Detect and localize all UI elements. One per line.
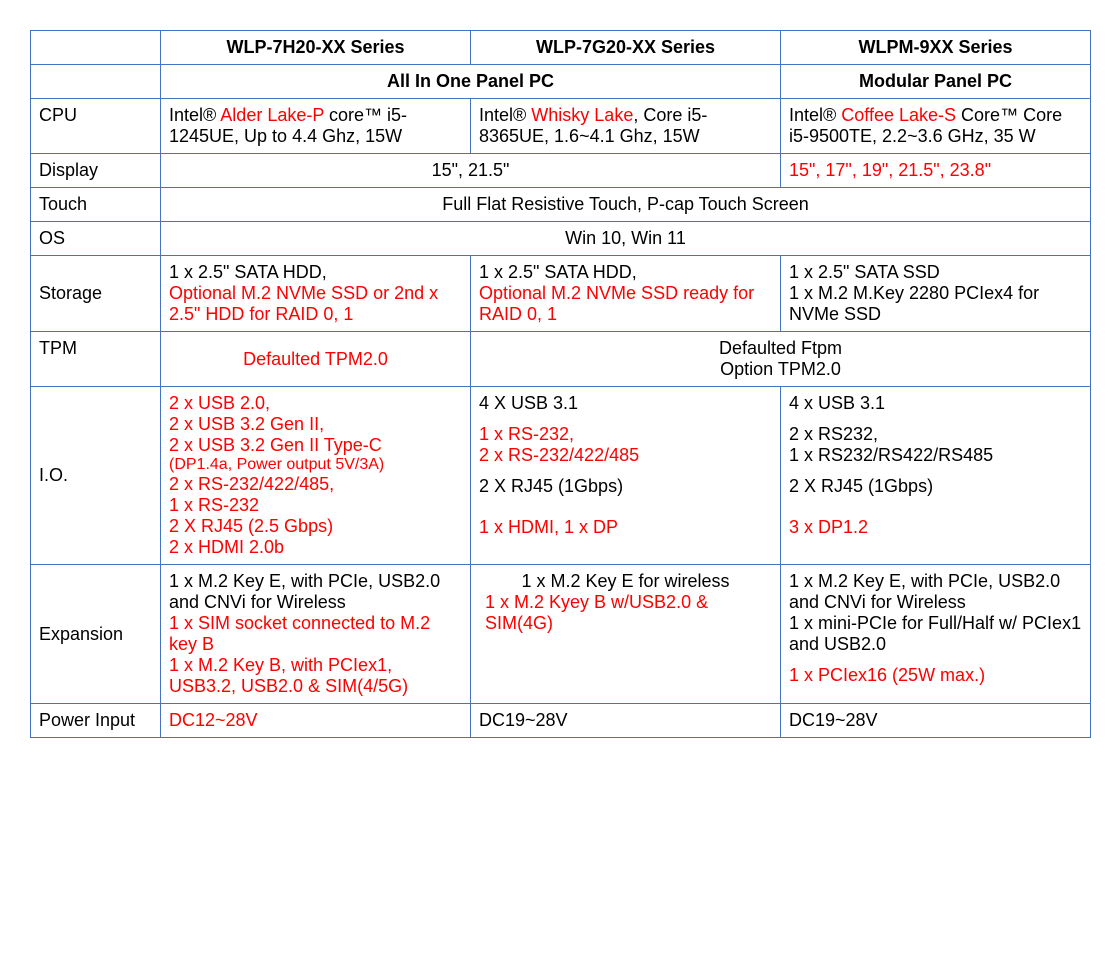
row-cpu: CPU Intel® Alder Lake-P core™ i5-1245UE,… — [31, 99, 1091, 154]
exp-label: Expansion — [31, 565, 161, 704]
power-col1: DC12~28V — [161, 704, 471, 738]
io3-l1: 4 x USB 3.1 — [789, 393, 1082, 414]
header-cat-blank — [31, 65, 161, 99]
io2-l2: 1 x RS-232, — [479, 424, 772, 445]
io3-l4: 2 X RJ45 (1Gbps) — [789, 476, 1082, 497]
header-col2: WLP-7G20-XX Series — [471, 31, 781, 65]
cpu-col1: Intel® Alder Lake-P core™ i5-1245UE, Up … — [161, 99, 471, 154]
exp1-l3: 1 x M.2 Key B, with PCIex1, USB3.2, USB2… — [169, 655, 462, 697]
io1-l2: 2 x USB 3.2 Gen II, — [169, 414, 462, 435]
row-tpm: TPM Defaulted TPM2.0 Defaulted Ftpm Opti… — [31, 332, 1091, 387]
exp-col3: 1 x M.2 Key E, with PCIe, USB2.0 and CNV… — [781, 565, 1091, 704]
header-col1: WLP-7H20-XX Series — [161, 31, 471, 65]
io1-l6: 1 x RS-232 — [169, 495, 462, 516]
display-label: Display — [31, 154, 161, 188]
io1-l3: 2 x USB 3.2 Gen II Type-C — [169, 435, 462, 456]
row-os: OS Win 10, Win 11 — [31, 222, 1091, 256]
io1-l7: 2 X RJ45 (2.5 Gbps) — [169, 516, 462, 537]
touch-val: Full Flat Resistive Touch, P-cap Touch S… — [161, 188, 1091, 222]
power-label: Power Input — [31, 704, 161, 738]
tpm-label: TPM — [31, 332, 161, 387]
header-blank — [31, 31, 161, 65]
row-storage: Storage 1 x 2.5" SATA HDD, Optional M.2 … — [31, 256, 1091, 332]
io-col3: 4 x USB 3.1 2 x RS232, 1 x RS232/RS422/R… — [781, 387, 1091, 565]
io1-l8: 2 x HDMI 2.0b — [169, 537, 462, 558]
io3-l3: 1 x RS232/RS422/RS485 — [789, 445, 1082, 466]
exp3-l1: 1 x M.2 Key E, with PCIe, USB2.0 and CNV… — [789, 571, 1082, 613]
storage-col3: 1 x 2.5" SATA SSD 1 x M.2 M.Key 2280 PCI… — [781, 256, 1091, 332]
row-touch: Touch Full Flat Resistive Touch, P-cap T… — [31, 188, 1091, 222]
io3-l5: 3 x DP1.2 — [789, 517, 1082, 538]
io2-l5: 1 x HDMI, 1 x DP — [479, 517, 772, 538]
display-ab: 15", 21.5" — [161, 154, 781, 188]
display-c: 15", 17", 19", 21.5", 23.8" — [781, 154, 1091, 188]
spec-table: WLP-7H20-XX Series WLP-7G20-XX Series WL… — [30, 30, 1091, 738]
exp1-l2: 1 x SIM socket connected to M.2 key B — [169, 613, 462, 655]
header-cat-b: Modular Panel PC — [781, 65, 1091, 99]
storage-col1: 1 x 2.5" SATA HDD, Optional M.2 NVMe SSD… — [161, 256, 471, 332]
cpu3-pre: Intel® — [789, 105, 841, 125]
storage-label: Storage — [31, 256, 161, 332]
io2-l1: 4 X USB 3.1 — [479, 393, 772, 414]
cpu1-pre: Intel® — [169, 105, 220, 125]
storage1-l1: 1 x 2.5" SATA HDD, — [169, 262, 462, 283]
exp1-l1: 1 x M.2 Key E, with PCIe, USB2.0 and CNV… — [169, 571, 462, 613]
exp3-l3: 1 x PCIex16 (25W max.) — [789, 665, 1082, 686]
os-label: OS — [31, 222, 161, 256]
cpu-label: CPU — [31, 99, 161, 154]
row-display: Display 15", 21.5" 15", 17", 19", 21.5",… — [31, 154, 1091, 188]
tpm2-l1: Defaulted Ftpm — [479, 338, 1082, 359]
os-val: Win 10, Win 11 — [161, 222, 1091, 256]
header-col3: WLPM-9XX Series — [781, 31, 1091, 65]
touch-label: Touch — [31, 188, 161, 222]
exp2-l2: 1 x M.2 Kyey B w/USB2.0 & SIM(4G) — [479, 592, 772, 634]
storage2-l1: 1 x 2.5" SATA HDD, — [479, 262, 772, 283]
tpm-col1: Defaulted TPM2.0 — [161, 332, 471, 387]
storage3-l1: 1 x 2.5" SATA SSD — [789, 262, 1082, 283]
storage1-l2: Optional M.2 NVMe SSD or 2nd x 2.5" HDD … — [169, 283, 462, 325]
io1-l4: (DP1.4a, Power output 5V/3A) — [169, 456, 462, 474]
cpu-col2: Intel® Whisky Lake, Core i5-8365UE, 1.6~… — [471, 99, 781, 154]
cpu3-red: Coffee Lake-S — [841, 105, 956, 125]
io-col1: 2 x USB 2.0, 2 x USB 3.2 Gen II, 2 x USB… — [161, 387, 471, 565]
tpm2-l2: Option TPM2.0 — [479, 359, 1082, 380]
exp-col1: 1 x M.2 Key E, with PCIe, USB2.0 and CNV… — [161, 565, 471, 704]
storage-col2: 1 x 2.5" SATA HDD, Optional M.2 NVMe SSD… — [471, 256, 781, 332]
tpm-col23: Defaulted Ftpm Option TPM2.0 — [471, 332, 1091, 387]
header-row-models: WLP-7H20-XX Series WLP-7G20-XX Series WL… — [31, 31, 1091, 65]
io-col2: 4 X USB 3.1 1 x RS-232, 2 x RS-232/422/4… — [471, 387, 781, 565]
io-label: I.O. — [31, 387, 161, 565]
exp2-l1: 1 x M.2 Key E for wireless — [479, 571, 772, 592]
cpu-col3: Intel® Coffee Lake-S Core™ Core i5-9500T… — [781, 99, 1091, 154]
cpu2-red: Whisky Lake — [531, 105, 633, 125]
power-col3: DC19~28V — [781, 704, 1091, 738]
row-io: I.O. 2 x USB 2.0, 2 x USB 3.2 Gen II, 2 … — [31, 387, 1091, 565]
io3-l2: 2 x RS232, — [789, 424, 1082, 445]
io2-l4: 2 X RJ45 (1Gbps) — [479, 476, 772, 497]
header-row-category: All In One Panel PC Modular Panel PC — [31, 65, 1091, 99]
io1-l5: 2 x RS-232/422/485, — [169, 474, 462, 495]
cpu1-red: Alder Lake-P — [220, 105, 324, 125]
io2-l3: 2 x RS-232/422/485 — [479, 445, 772, 466]
storage2-l2: Optional M.2 NVMe SSD ready for RAID 0, … — [479, 283, 772, 325]
storage3-l2: 1 x M.2 M.Key 2280 PCIex4 for NVMe SSD — [789, 283, 1082, 325]
exp-col2: 1 x M.2 Key E for wireless 1 x M.2 Kyey … — [471, 565, 781, 704]
header-cat-a: All In One Panel PC — [161, 65, 781, 99]
io1-l1: 2 x USB 2.0, — [169, 393, 462, 414]
cpu2-pre: Intel® — [479, 105, 531, 125]
row-power: Power Input DC12~28V DC19~28V DC19~28V — [31, 704, 1091, 738]
row-expansion: Expansion 1 x M.2 Key E, with PCIe, USB2… — [31, 565, 1091, 704]
exp3-l2: 1 x mini-PCIe for Full/Half w/ PCIex1 an… — [789, 613, 1082, 655]
power-col2: DC19~28V — [471, 704, 781, 738]
